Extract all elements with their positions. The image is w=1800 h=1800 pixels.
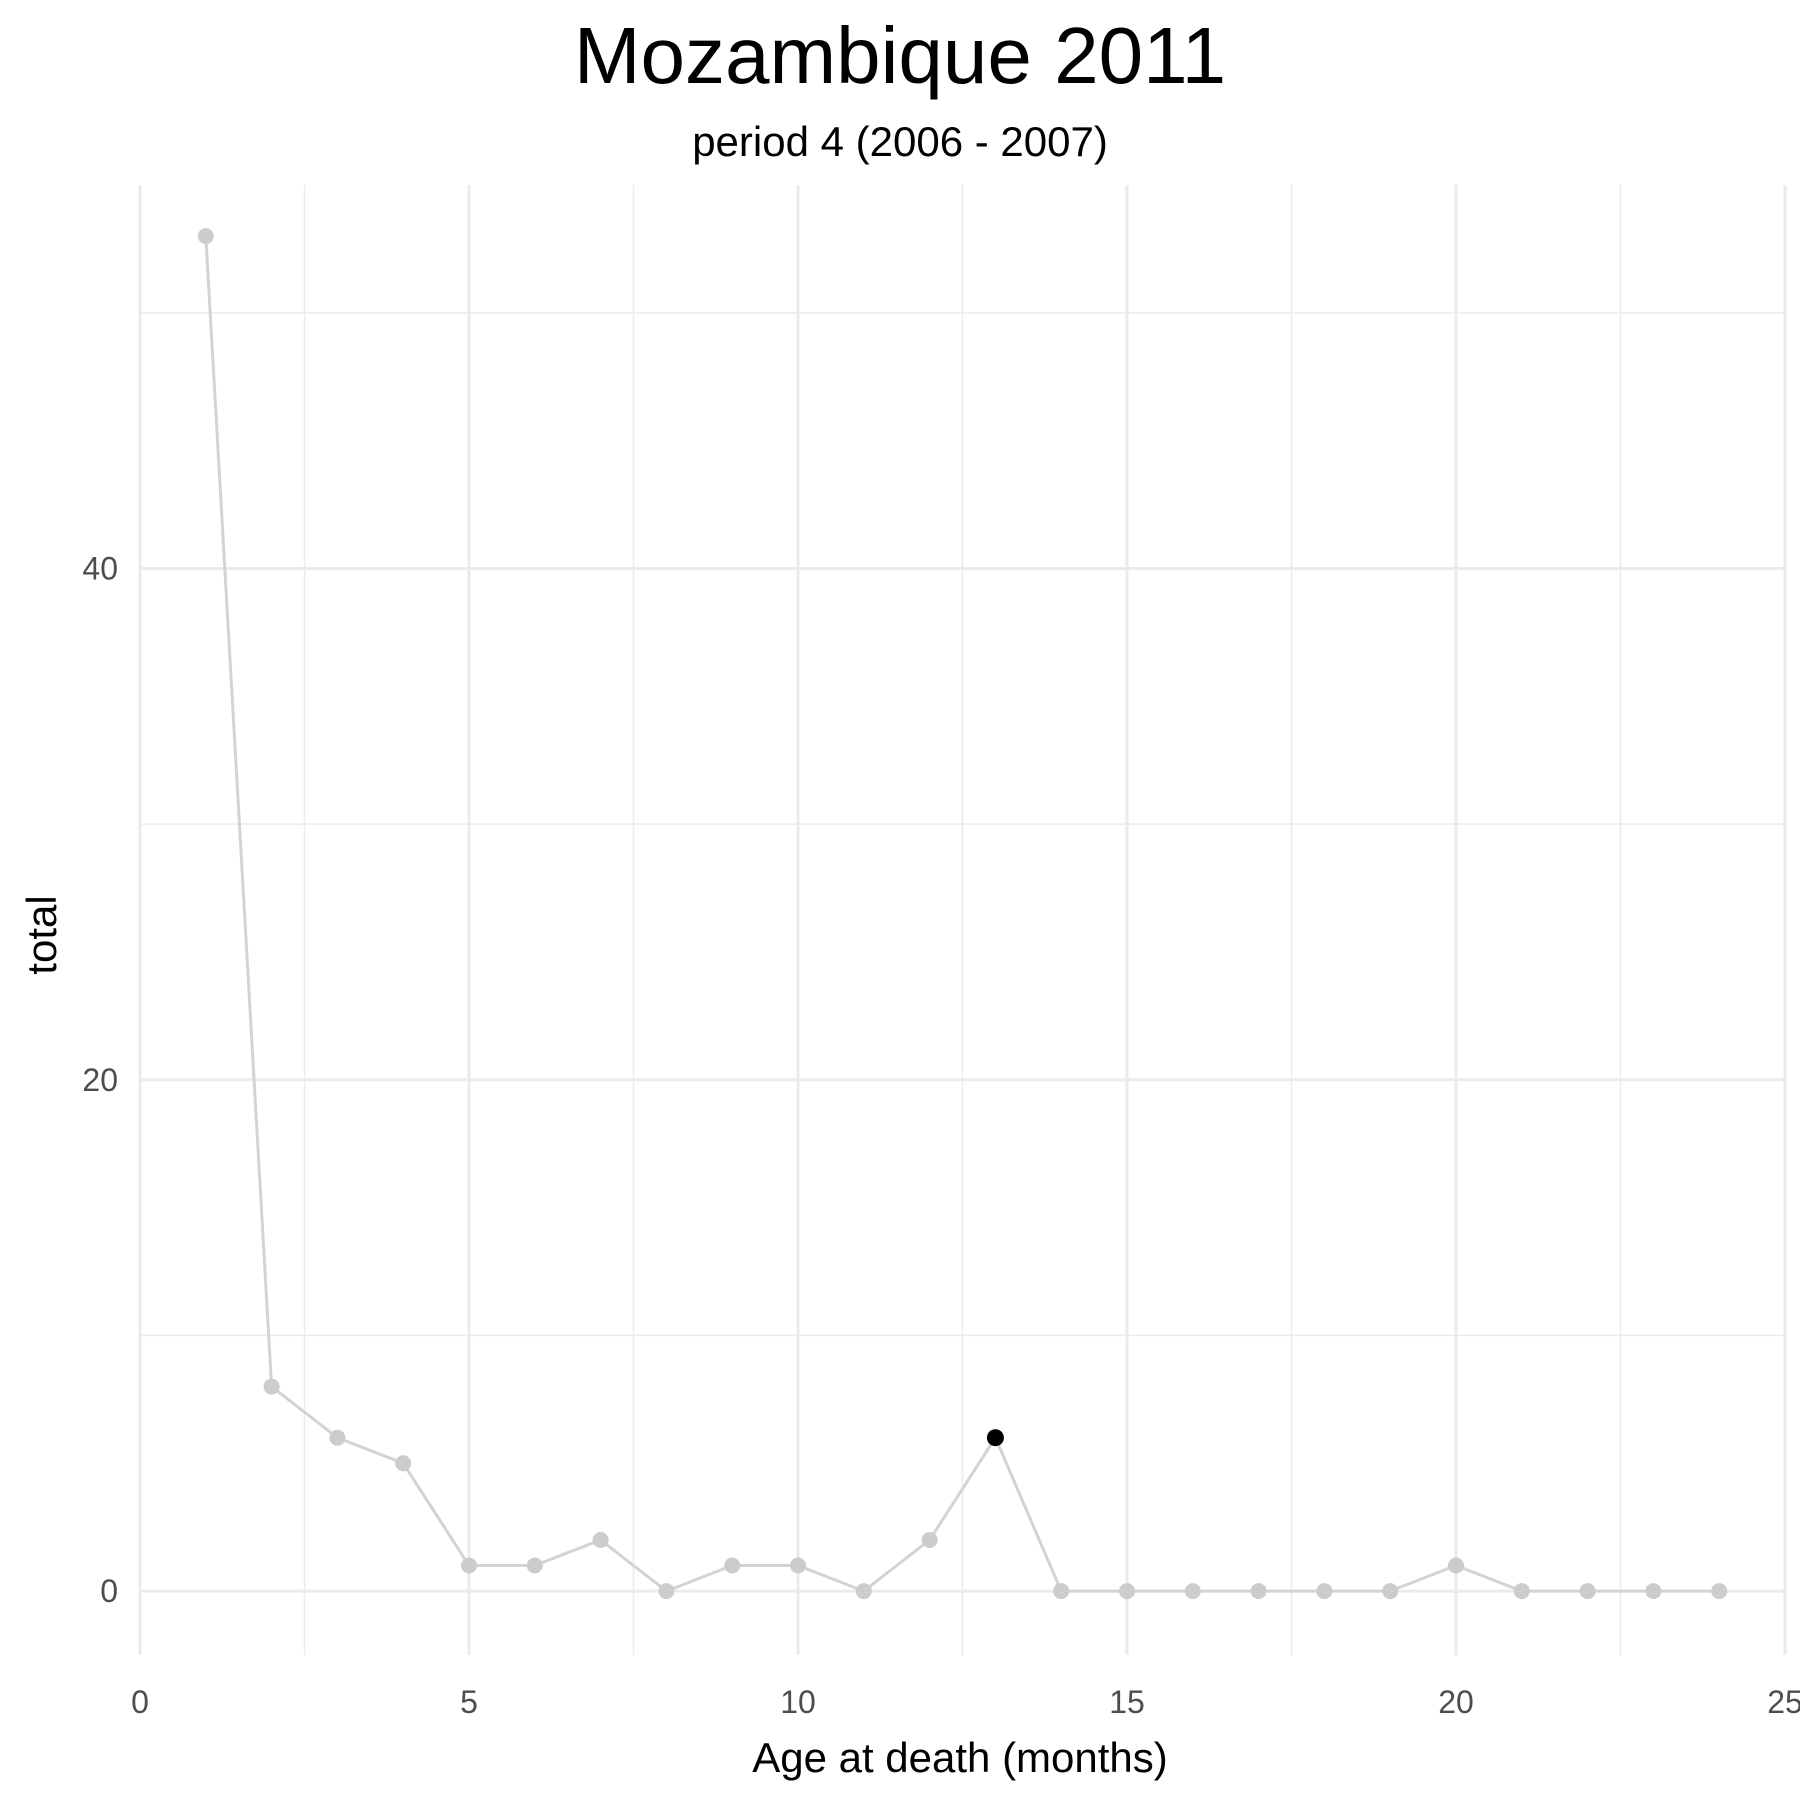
data-point bbox=[855, 1583, 872, 1600]
chart-subtitle: period 4 (2006 - 2007) bbox=[692, 118, 1108, 165]
x-tick-label: 10 bbox=[780, 1684, 816, 1720]
data-point bbox=[1579, 1583, 1596, 1600]
x-tick-label: 20 bbox=[1438, 1684, 1474, 1720]
data-point bbox=[1053, 1583, 1070, 1600]
data-point bbox=[1316, 1583, 1333, 1600]
data-point bbox=[724, 1557, 741, 1574]
data-point bbox=[921, 1531, 938, 1548]
data-point bbox=[461, 1557, 477, 1574]
x-axis-title: Age at death (months) bbox=[752, 1734, 1168, 1781]
data-point bbox=[790, 1557, 806, 1574]
y-tick-label: 20 bbox=[82, 1062, 118, 1098]
data-point bbox=[1448, 1557, 1464, 1574]
data-point bbox=[1513, 1583, 1530, 1600]
highlighted-data-point bbox=[986, 1429, 1004, 1447]
x-tick-label: 25 bbox=[1767, 1684, 1800, 1720]
data-point bbox=[1250, 1583, 1267, 1600]
y-axis-ticks: 0 20 40 bbox=[82, 550, 118, 1609]
x-axis-ticks: 0 5 10 15 20 25 bbox=[131, 1684, 1800, 1720]
data-point bbox=[329, 1429, 346, 1446]
data-point bbox=[1382, 1583, 1399, 1600]
data-point bbox=[263, 1378, 280, 1395]
data-point bbox=[197, 228, 214, 245]
series-line bbox=[204, 236, 1720, 1593]
data-point bbox=[1645, 1583, 1662, 1600]
data-point bbox=[592, 1531, 609, 1548]
chart-title: Mozambique 2011 bbox=[573, 11, 1227, 100]
data-point bbox=[658, 1583, 675, 1600]
x-tick-label: 15 bbox=[1109, 1684, 1145, 1720]
series-path bbox=[204, 236, 1720, 1593]
y-tick-label: 40 bbox=[82, 550, 118, 586]
data-point bbox=[395, 1455, 412, 1472]
x-tick-label: 0 bbox=[131, 1684, 149, 1720]
data-point bbox=[1119, 1583, 1135, 1600]
grid-lines bbox=[138, 185, 1787, 1655]
data-point bbox=[1711, 1583, 1728, 1600]
y-axis-title: total bbox=[18, 895, 65, 974]
y-tick-label: 0 bbox=[100, 1573, 118, 1609]
data-point bbox=[526, 1557, 543, 1574]
data-points bbox=[197, 228, 1728, 1600]
data-point bbox=[1184, 1583, 1201, 1600]
x-tick-label: 5 bbox=[460, 1684, 478, 1720]
